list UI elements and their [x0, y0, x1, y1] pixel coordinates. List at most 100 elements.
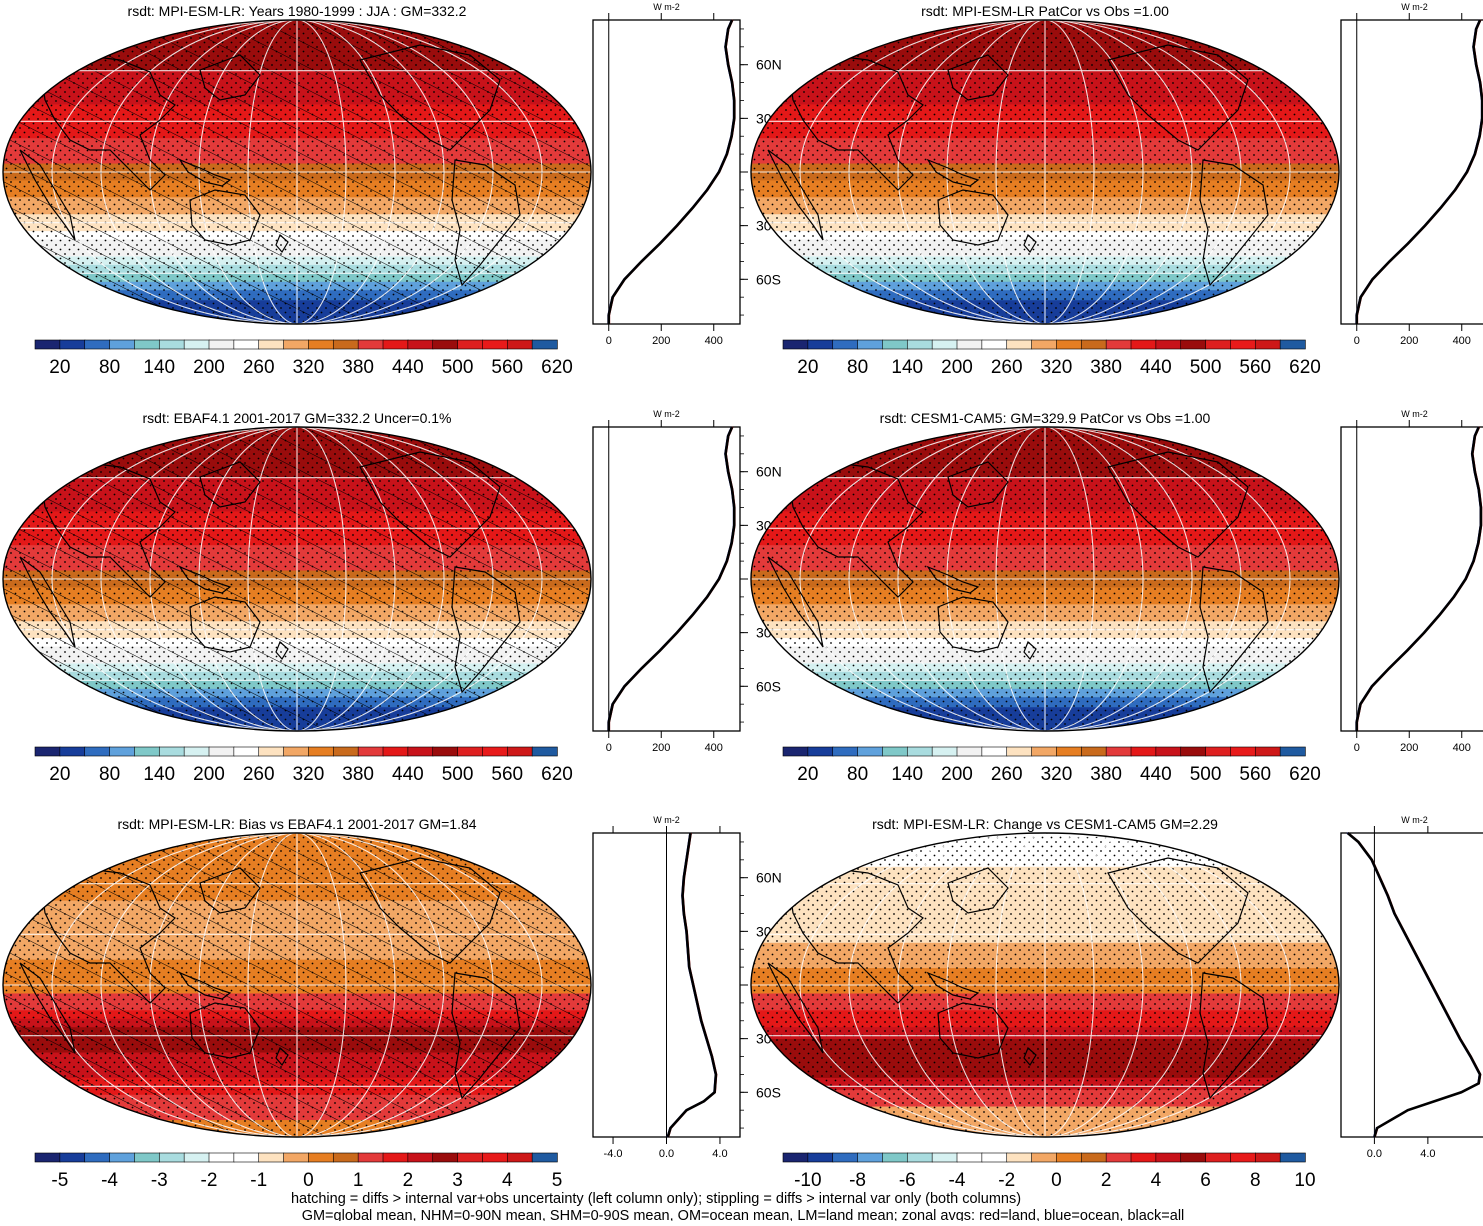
colorbar-swatch — [882, 746, 908, 757]
map-coastline — [787, 461, 924, 598]
zonal-plot: 60N30N030S60S0200400W m-2 — [1340, 2, 1483, 347]
colorbar-label: 380 — [1090, 764, 1122, 785]
zonal-x-label: 0.0 — [1367, 1148, 1382, 1160]
colorbar-swatch — [531, 746, 558, 757]
zonal-x-label: 0 — [1354, 742, 1360, 754]
zonal-plot: 60N30N030S60S0200400W m-2 — [1340, 409, 1483, 754]
colorbar-swatch — [1180, 746, 1207, 757]
zonal-lat-label: 60N — [756, 57, 782, 73]
colorbar-swatch — [482, 746, 508, 757]
colorbar-label: 140 — [143, 357, 175, 378]
colorbar-swatch — [382, 746, 409, 757]
colorbar-label: 500 — [442, 357, 474, 378]
map-stippling — [751, 427, 1339, 731]
colorbar-swatch — [1130, 1152, 1157, 1163]
colorbar-swatch — [807, 1152, 834, 1163]
zonal-curve-land — [1356, 19, 1483, 324]
colorbar-swatch — [956, 746, 983, 757]
colorbar-label: 200 — [941, 357, 973, 378]
colorbar-swatch — [882, 1152, 908, 1163]
zonal-x-label: 200 — [1400, 335, 1418, 347]
colorbar-swatch — [332, 1152, 359, 1163]
colorbar-swatch — [84, 1152, 111, 1163]
map-outline — [750, 19, 1340, 325]
colorbar-swatch — [407, 1152, 434, 1163]
colorbar-swatch — [1254, 746, 1281, 757]
map-coastline — [1199, 972, 1269, 1100]
map-meridian — [51, 20, 298, 324]
map-meridian — [296, 20, 347, 324]
colorbar-label: 560 — [1239, 764, 1271, 785]
map-coastline — [947, 867, 1009, 914]
zonal-x-label: 200 — [652, 742, 670, 754]
zonal-lat-label: 60N — [756, 464, 782, 480]
map-coastline — [767, 149, 824, 241]
map-outline — [2, 426, 592, 732]
map-bands — [751, 427, 1339, 731]
colorbar-label: 380 — [1090, 357, 1122, 378]
zonal-x-label: 400 — [1453, 742, 1471, 754]
zonal-curve-all — [666, 832, 718, 1138]
map-coastline — [1199, 566, 1269, 694]
zonal-x-label: 200 — [1400, 742, 1418, 754]
colorbar-swatch — [283, 339, 310, 350]
colorbar-label: 2 — [403, 1170, 414, 1191]
zonal-curve-ocean — [666, 832, 717, 1138]
map-coastline — [178, 565, 232, 594]
colorbar-label: 500 — [442, 764, 474, 785]
colorbar-swatch — [1279, 339, 1306, 350]
panel-title: rsdt: MPI-ESM-LR: Bias vs EBAF4.1 2001-2… — [117, 816, 476, 832]
map-gridlines — [3, 427, 591, 731]
map-meridian — [848, 20, 1046, 324]
colorbar-swatch — [782, 1152, 809, 1163]
colorbar-swatch — [1205, 1152, 1232, 1163]
colorbar-label: 560 — [491, 764, 523, 785]
map-hatching — [3, 833, 591, 1137]
map-meridian — [897, 20, 1046, 324]
colorbar-label: -5 — [51, 1170, 68, 1191]
colorbar-swatch — [1031, 1152, 1058, 1163]
colorbar-swatch — [906, 746, 933, 757]
colorbar-label: 5 — [552, 1170, 563, 1191]
colorbar-swatch — [1056, 1152, 1082, 1163]
colorbar-label: 2 — [1101, 1170, 1112, 1191]
map-meridian — [1044, 20, 1291, 324]
colorbar: 20 80 140 200 260 320 380 440 500 560 620 — [782, 746, 1321, 785]
zonal-x-label: 4.0 — [1420, 1148, 1435, 1160]
colorbar-label: 0 — [1051, 1170, 1062, 1191]
colorbar-swatch — [233, 1152, 260, 1163]
map-meridian — [149, 427, 298, 731]
colorbar-label: 500 — [1190, 764, 1222, 785]
map — [750, 19, 1340, 325]
map-coastline — [787, 867, 924, 1004]
map-meridian — [100, 427, 298, 731]
colorbar-swatch — [1205, 339, 1232, 350]
colorbar-swatch — [832, 746, 859, 757]
colorbar-label: -2 — [201, 1170, 218, 1191]
colorbar-swatch — [1130, 746, 1157, 757]
colorbar-label: 4 — [1151, 1170, 1162, 1191]
colorbar-swatch — [407, 746, 434, 757]
map-meridian — [946, 427, 1046, 731]
colorbar-swatch — [1254, 1152, 1281, 1163]
colorbar-swatch — [531, 1152, 558, 1163]
zonal-lat-label: 60N — [756, 870, 782, 886]
map-coastline — [19, 149, 76, 241]
colorbar-swatch — [308, 1152, 334, 1163]
zonal-lat-label: 60S — [756, 678, 781, 694]
colorbar-swatch — [1080, 1152, 1107, 1163]
map-coastline — [359, 44, 501, 151]
map-bands — [751, 20, 1339, 324]
map-coastlines — [767, 44, 1324, 287]
colorbar-swatch — [34, 1152, 61, 1163]
map-hatching — [3, 427, 591, 731]
map-coastline — [19, 962, 76, 1054]
map-bands — [3, 20, 591, 324]
colorbar-swatch — [782, 339, 809, 350]
colorbar-swatch — [357, 339, 384, 350]
colorbar-swatch — [432, 1152, 459, 1163]
colorbar-label: -4 — [101, 1170, 118, 1191]
zonal-curve-land — [1356, 426, 1483, 731]
map-meridian — [296, 20, 396, 324]
